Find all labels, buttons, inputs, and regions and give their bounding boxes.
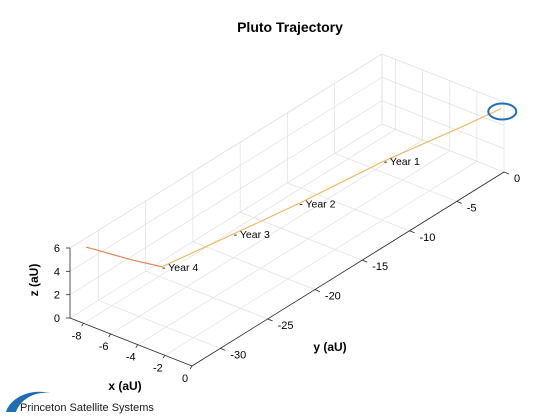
x-tick-mark	[162, 355, 166, 359]
year-annotation: - Year 4	[162, 262, 198, 274]
z-tick-label: 4	[54, 266, 60, 278]
x-tick-label: -8	[72, 330, 82, 342]
grid-line	[69, 77, 383, 272]
z-axis-label: z (aU)	[27, 264, 41, 297]
logo-swoosh-icon	[6, 391, 50, 412]
year-annotation: - Year 1	[384, 156, 420, 168]
y-tick-label: -30	[230, 349, 246, 361]
grid-line	[83, 129, 396, 324]
y-tick-label: -10	[419, 232, 435, 244]
logo: Princeton Satellite Systems	[6, 391, 154, 414]
y-tick-label: 0	[514, 173, 520, 185]
year-annotation: - Year 2	[299, 198, 335, 210]
y-tick-mark	[220, 347, 226, 351]
x-tick-label: -6	[99, 341, 109, 353]
y-tick-label: -5	[467, 202, 477, 214]
grid-line	[69, 123, 383, 319]
grid-line	[192, 241, 316, 290]
year-annotations: - Year 1 - Year 2 - Year 3 - Year 4	[162, 156, 420, 274]
x-tick-label: -2	[153, 362, 163, 374]
y-tick-mark	[267, 318, 273, 322]
x-axis-line	[69, 317, 193, 367]
x-axis-label: x (aU)	[108, 379, 141, 393]
y-tick-label: -25	[278, 320, 294, 332]
chart-title: Pluto Trajectory	[237, 19, 343, 35]
trajectory-end-segment	[86, 246, 163, 268]
x-tick-label: -4	[126, 352, 136, 364]
y-tick-label: -15	[372, 261, 388, 273]
y-axis-label: y (aU)	[313, 340, 346, 354]
z-tick-label: 2	[54, 290, 60, 302]
grid-line	[381, 123, 505, 173]
grid-line	[381, 53, 505, 103]
grid-line	[98, 300, 221, 349]
grid-line	[137, 150, 450, 345]
y-tick-mark	[362, 259, 368, 263]
y-axis-line	[191, 171, 505, 367]
grid-line	[110, 139, 423, 335]
grid	[69, 53, 505, 367]
axes	[66, 171, 510, 370]
z-tick-label: 0	[54, 313, 60, 325]
grid-line	[287, 182, 410, 232]
pluto-marker	[487, 102, 518, 121]
y-tick-mark	[503, 171, 510, 175]
y-tick-mark	[456, 201, 462, 204]
grid-line	[164, 161, 478, 356]
year-annotation: - Year 3	[234, 229, 270, 241]
grid-line	[334, 153, 457, 202]
grid-line	[381, 77, 505, 126]
trajectory-series	[86, 102, 518, 268]
x-tick-mark	[81, 323, 84, 327]
x-tick-mark	[135, 344, 139, 348]
z-tick-label: 6	[54, 243, 60, 255]
y-tick-mark	[409, 230, 415, 234]
x-tick-label: 0	[182, 373, 188, 385]
grid-line	[69, 100, 383, 295]
y-tick-mark	[314, 289, 321, 292]
y-tick-label: -20	[325, 291, 341, 303]
grid-line	[145, 270, 268, 320]
x-tick-mark	[189, 365, 193, 370]
logo-text: Princeton Satellite Systems	[20, 402, 154, 414]
grid-line	[381, 100, 505, 149]
grid-line	[240, 211, 363, 261]
x-tick-mark	[108, 333, 111, 338]
grid-line	[69, 53, 383, 249]
